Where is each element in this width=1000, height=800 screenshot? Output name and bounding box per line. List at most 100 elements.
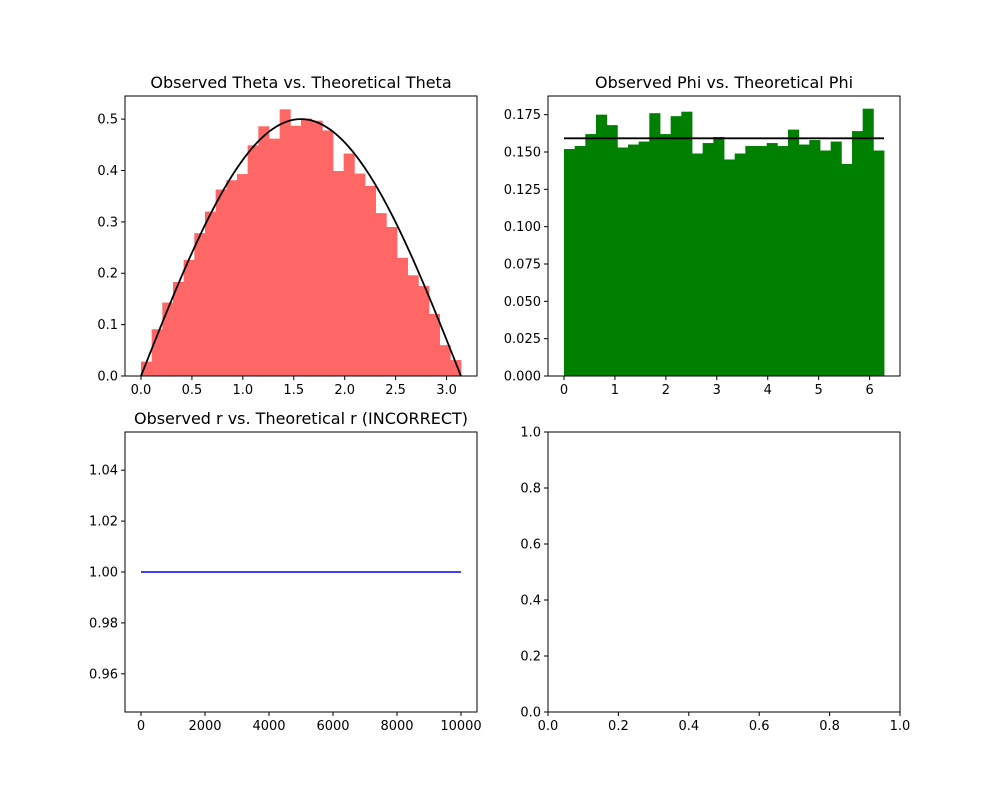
phi-bar bbox=[638, 141, 650, 376]
r-x-tick-label: 4000 bbox=[252, 719, 285, 734]
phi-bar bbox=[649, 113, 661, 376]
subplot-phi: Observed Phi vs. Theoretical Phi 0 1 2 3 4 5 6… bbox=[504, 73, 901, 398]
theta-x-tick-label: 1.5 bbox=[283, 383, 304, 398]
phi-bar bbox=[595, 114, 608, 377]
phi-y-tick-label: 0.025 bbox=[504, 332, 541, 347]
theta-x-tick-label: 2.5 bbox=[385, 383, 406, 398]
phi-bar bbox=[862, 108, 874, 377]
empty-x-tick-label: 0.8 bbox=[819, 719, 840, 734]
theta-y-tick-label: 0.1 bbox=[97, 318, 118, 333]
phi-bar bbox=[830, 141, 842, 376]
theta-y-tick-label: 0.0 bbox=[97, 370, 118, 385]
phi-bar bbox=[734, 153, 746, 376]
phi-y-tick-label: 0.175 bbox=[504, 108, 541, 123]
subplot-r: Observed r vs. Theoretical r (INCORRECT)… bbox=[89, 409, 482, 734]
theta-bar bbox=[290, 125, 302, 377]
phi-bar bbox=[798, 144, 810, 376]
phi-bars bbox=[563, 108, 885, 377]
phi-y-ticks: 0.000 0.025 0.050 0.075 0.100 0.125 0.150 0.175 bbox=[504, 108, 548, 385]
theta-bar bbox=[172, 281, 185, 376]
empty-x-tick-label: 1.0 bbox=[890, 719, 911, 734]
phi-bar bbox=[713, 137, 725, 376]
phi-y-tick-label: 0.150 bbox=[504, 146, 541, 161]
r-x-tick-label: 0 bbox=[137, 719, 145, 734]
theta-x-tick-label: 2.0 bbox=[334, 383, 355, 398]
theta-bar bbox=[226, 180, 238, 376]
theta-bar bbox=[322, 130, 334, 376]
theta-x-tick-label: 0.5 bbox=[182, 383, 203, 398]
phi-x-tick-label: 6 bbox=[865, 383, 873, 398]
phi-bar bbox=[692, 153, 704, 376]
phi-x-tick-label: 3 bbox=[713, 383, 721, 398]
theta-y-tick-label: 0.5 bbox=[97, 113, 118, 128]
theta-x-tick-label: 1.0 bbox=[232, 383, 253, 398]
theta-chart-title: Observed Theta vs. Theoretical Theta bbox=[150, 73, 451, 92]
phi-bar bbox=[745, 146, 757, 376]
theta-bar bbox=[364, 185, 377, 376]
theta-theory-curve bbox=[140, 118, 462, 377]
theta-bar bbox=[439, 345, 451, 376]
phi-x-tick-label: 1 bbox=[611, 383, 619, 398]
empty-x-tick-label: 0.2 bbox=[608, 719, 629, 734]
theta-bar bbox=[236, 174, 249, 376]
r-y-tick-label: 0.96 bbox=[89, 667, 118, 682]
empty-y-ticks: 0.0 0.2 0.4 0.6 0.8 1.0 bbox=[520, 426, 548, 721]
theta-bar bbox=[396, 257, 409, 376]
empty-x-tick-label: 0.6 bbox=[749, 719, 770, 734]
theta-bar bbox=[151, 329, 163, 376]
theta-y-ticks: 0.0 0.1 0.2 0.3 0.4 0.5 bbox=[97, 113, 125, 385]
theta-bars bbox=[140, 109, 462, 377]
phi-bar bbox=[820, 150, 832, 376]
r-x-ticks: 0 2000 4000 6000 8000 10000 bbox=[137, 712, 482, 734]
phi-bar bbox=[606, 125, 618, 377]
phi-y-tick-label: 0.125 bbox=[504, 183, 541, 198]
theta-bar bbox=[428, 313, 441, 376]
theta-y-tick-label: 0.3 bbox=[97, 215, 118, 230]
theta-x-tick-label: 0.0 bbox=[131, 383, 152, 398]
phi-x-tick-label: 2 bbox=[662, 383, 670, 398]
phi-bar bbox=[788, 129, 800, 376]
phi-x-ticks: 0 1 2 3 4 5 6 bbox=[560, 376, 874, 398]
phi-bar bbox=[809, 140, 821, 376]
phi-y-tick-label: 0.000 bbox=[504, 370, 541, 385]
phi-y-tick-label: 0.075 bbox=[504, 258, 541, 273]
theta-bar bbox=[204, 211, 217, 376]
phi-x-tick-label: 0 bbox=[560, 383, 568, 398]
phi-chart-title: Observed Phi vs. Theoretical Phi bbox=[595, 73, 853, 92]
r-y-tick-label: 1.04 bbox=[89, 464, 118, 479]
theta-bar bbox=[140, 361, 153, 376]
phi-axes-frame bbox=[547, 95, 901, 377]
phi-bar bbox=[681, 111, 693, 377]
phi-bar bbox=[873, 150, 885, 376]
phi-bar bbox=[660, 134, 672, 376]
theta-bar bbox=[268, 138, 281, 376]
theta-y-tick-label: 0.2 bbox=[97, 267, 118, 282]
phi-bar bbox=[724, 159, 736, 376]
phi-bar bbox=[627, 144, 640, 376]
theta-bar bbox=[247, 145, 259, 376]
subplot-theta: Observed Theta vs. Theoretical Theta 0.0… bbox=[97, 73, 478, 398]
phi-bar bbox=[563, 149, 576, 376]
r-x-tick-label: 10000 bbox=[440, 719, 481, 734]
phi-bar bbox=[617, 147, 629, 376]
theta-bar bbox=[194, 233, 206, 376]
empty-x-tick-label: 0.4 bbox=[678, 719, 699, 734]
theta-bar bbox=[343, 153, 355, 376]
phi-y-tick-label: 0.100 bbox=[504, 220, 541, 235]
theta-bar bbox=[386, 227, 398, 376]
empty-y-tick-label: 0.2 bbox=[520, 650, 541, 665]
r-x-tick-label: 6000 bbox=[316, 719, 349, 734]
theta-bar bbox=[418, 286, 430, 376]
phi-x-tick-label: 5 bbox=[815, 383, 823, 398]
phi-bar bbox=[766, 143, 778, 376]
r-axes-frame bbox=[124, 431, 478, 713]
phi-bar bbox=[574, 146, 586, 376]
r-chart-title: Observed r vs. Theoretical r (INCORRECT) bbox=[134, 409, 468, 428]
r-x-tick-label: 8000 bbox=[380, 719, 413, 734]
r-y-ticks: 0.96 0.98 1.00 1.02 1.04 bbox=[89, 464, 125, 682]
phi-x-tick-label: 4 bbox=[764, 383, 772, 398]
theta-bar bbox=[311, 120, 323, 376]
empty-axes-frame bbox=[547, 431, 901, 713]
r-y-tick-label: 1.00 bbox=[89, 566, 118, 581]
